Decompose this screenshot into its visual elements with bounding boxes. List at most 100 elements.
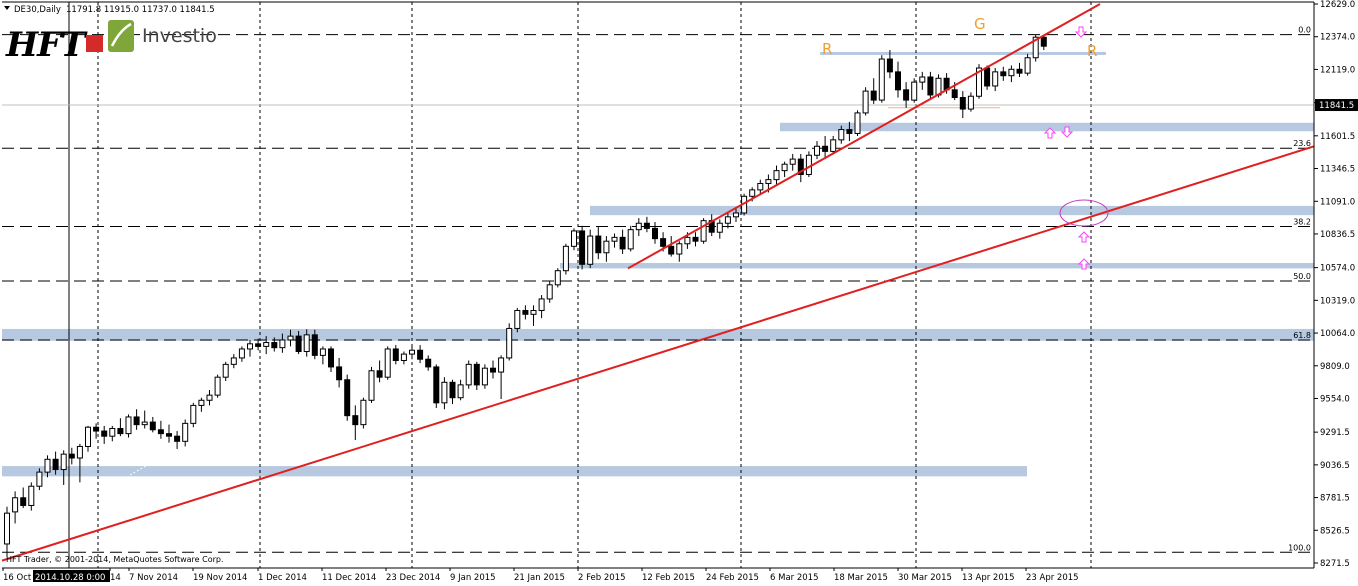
sr-zone-4 — [2, 328, 1314, 341]
candle-body — [757, 182, 764, 191]
candle-body — [279, 339, 286, 349]
candle-body — [1008, 68, 1015, 77]
candle-body — [554, 270, 561, 286]
fib-label-1: 23.6 — [1293, 139, 1311, 148]
candle-100 — [814, 141, 820, 160]
date-tick-label-17: 23 Apr 2015 — [1026, 573, 1079, 583]
candle-body — [360, 399, 367, 426]
candle-5 — [44, 455, 51, 478]
date-tick-label-11: 12 Feb 2015 — [642, 573, 695, 583]
candle-body — [619, 236, 626, 250]
candle-body — [660, 238, 667, 247]
candle-body — [700, 220, 707, 242]
candle-body — [538, 298, 545, 311]
candle-112 — [911, 78, 918, 103]
candle-body — [52, 458, 59, 471]
candle-body — [287, 335, 294, 341]
candle-body — [1040, 36, 1047, 47]
candle-46 — [376, 360, 383, 383]
candle-body — [895, 71, 901, 91]
candle-93 — [757, 179, 764, 196]
date-tick-label-3: 7 Nov 2014 — [129, 573, 178, 583]
candle-body — [141, 421, 148, 426]
copyright-text: HFT Trader, © 2001-2014, MetaQuotes Soft… — [6, 555, 224, 564]
candle-80 — [652, 221, 658, 244]
candle-49 — [400, 351, 407, 365]
candle-19 — [157, 420, 164, 439]
candle-8 — [68, 447, 75, 465]
arrow-down-icon — [1074, 26, 1088, 38]
candle-14 — [117, 418, 124, 437]
candle-37 — [303, 329, 310, 357]
candle-body — [336, 366, 343, 381]
candle-body — [805, 154, 812, 175]
candle-67 — [546, 280, 553, 303]
candle-body — [206, 394, 213, 401]
candle-57 — [465, 360, 472, 389]
candle-body — [93, 426, 100, 432]
hft-investio-logo: HFT Investio — [5, 20, 217, 65]
candle-body — [514, 309, 521, 329]
candle-124 — [1008, 65, 1015, 83]
price-tick-label-5: 11346.5 — [1320, 165, 1355, 175]
candle-body — [838, 129, 845, 141]
candle-body — [311, 334, 318, 356]
candle-86 — [700, 218, 707, 244]
candle-25 — [206, 390, 213, 406]
candle-body — [911, 81, 918, 101]
date-tick-label-1: 2014.10.28 0:00 — [35, 573, 105, 583]
candle-44 — [360, 397, 367, 429]
candle-body — [992, 71, 999, 87]
candle-119 — [967, 92, 974, 112]
candle-59 — [481, 364, 488, 389]
candle-73 — [595, 227, 602, 260]
candle-body — [449, 381, 456, 399]
candle-4 — [36, 468, 43, 491]
candle-16 — [133, 409, 140, 430]
candle-body — [4, 512, 10, 545]
candle-body — [724, 216, 731, 224]
candle-12 — [101, 425, 108, 444]
price-tick-label-12: 9554.0 — [1320, 394, 1350, 404]
candle-110 — [895, 61, 901, 98]
logo-red-square — [86, 35, 103, 52]
candle-102 — [830, 136, 837, 154]
candle-body — [773, 170, 780, 181]
price-tick-label-11: 9809.0 — [1320, 362, 1350, 372]
candle-body — [328, 348, 334, 368]
candle-66 — [538, 295, 545, 319]
date-tick-label-15: 30 Mar 2015 — [898, 573, 952, 583]
candle-106 — [862, 87, 869, 116]
candle-body — [579, 230, 586, 265]
candle-72 — [587, 229, 594, 269]
candle-29 — [238, 346, 245, 362]
date-tick-label-7: 23 Dec 2014 — [386, 573, 440, 583]
candle-body — [886, 58, 893, 73]
candle-body — [481, 367, 488, 386]
logo-green-mark — [108, 20, 134, 52]
candle-body — [595, 235, 602, 254]
candle-body — [490, 367, 496, 373]
candle-71 — [579, 225, 586, 270]
candle-88 — [716, 219, 723, 239]
date-tick-label-16: 13 Apr 2015 — [962, 573, 1015, 583]
candle-body — [854, 112, 861, 134]
candle-78 — [635, 218, 642, 237]
candle-body — [20, 497, 27, 506]
candle-24 — [198, 397, 205, 412]
candle-77 — [627, 225, 634, 252]
candle-body — [384, 348, 391, 378]
price-tick-label-10: 10064.0 — [1320, 329, 1355, 339]
candle-39 — [319, 346, 326, 365]
candle-body — [611, 236, 618, 242]
candle-96 — [781, 161, 788, 178]
candle-body — [214, 376, 221, 396]
candle-40 — [328, 346, 334, 373]
candle-body — [473, 363, 480, 386]
candle-body — [546, 284, 553, 300]
candle-113 — [919, 71, 926, 90]
candle-125 — [1016, 62, 1023, 77]
date-tick-label-0: 16 Oct — [3, 573, 32, 583]
